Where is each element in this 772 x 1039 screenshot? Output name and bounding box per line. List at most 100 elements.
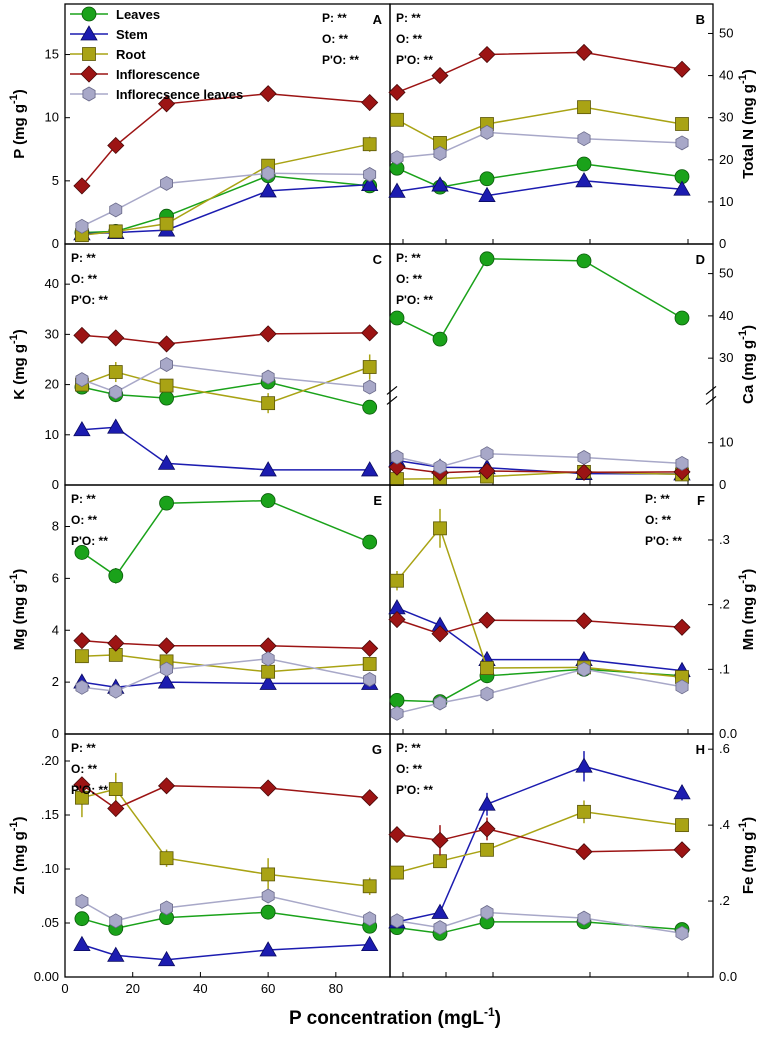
y-tick-label: .6 bbox=[719, 741, 730, 756]
data-point bbox=[478, 820, 496, 838]
series-inflorecsence-leaves bbox=[390, 124, 689, 166]
data-point bbox=[73, 935, 91, 951]
data-point bbox=[360, 461, 379, 477]
data-point bbox=[259, 325, 277, 343]
data-point bbox=[432, 331, 448, 347]
data-point bbox=[390, 150, 404, 166]
y-tick-label: 10 bbox=[45, 110, 59, 125]
legend-marker bbox=[80, 65, 98, 83]
data-point bbox=[480, 124, 494, 140]
data-point bbox=[577, 131, 591, 147]
y-tick-label: 20 bbox=[45, 377, 59, 392]
y-tick-label: 0 bbox=[52, 236, 59, 251]
panel-letter: B bbox=[696, 12, 705, 27]
data-point bbox=[433, 146, 447, 161]
data-point bbox=[390, 913, 404, 929]
data-point bbox=[675, 818, 689, 833]
data-point bbox=[390, 573, 404, 588]
y-tick-label: 0.00 bbox=[34, 969, 59, 984]
x-tick-label: 60 bbox=[261, 981, 275, 996]
data-point bbox=[390, 865, 404, 880]
data-point bbox=[109, 384, 123, 400]
y-tick-label: 30 bbox=[719, 350, 733, 365]
data-point bbox=[360, 935, 379, 951]
data-point bbox=[479, 171, 495, 187]
y-tick-label: 2 bbox=[52, 674, 59, 689]
axis-break-mark bbox=[386, 395, 398, 405]
y-tick-label: 40 bbox=[719, 68, 733, 83]
series-line bbox=[81, 175, 370, 234]
data-point bbox=[675, 679, 689, 695]
data-point bbox=[577, 450, 591, 465]
panel-frame bbox=[64, 733, 391, 978]
data-point bbox=[673, 618, 691, 636]
y-tick-label: .2 bbox=[719, 893, 730, 908]
series-inflorecsence-leaves bbox=[390, 446, 689, 475]
data-point bbox=[157, 673, 176, 689]
series-inflorescence bbox=[73, 632, 379, 657]
data-point bbox=[431, 625, 449, 643]
series-root bbox=[75, 136, 377, 243]
data-point bbox=[361, 93, 379, 112]
data-point bbox=[259, 674, 277, 690]
series-stem bbox=[73, 935, 379, 967]
stat-annotation: P'O: ** bbox=[71, 783, 108, 797]
legend-item-root: Root bbox=[70, 47, 146, 62]
legend: Leaves Stem Root Inflorescence Inflorecsence… bbox=[70, 6, 243, 102]
series-inflorecsence-leaves bbox=[390, 905, 689, 941]
legend-marker bbox=[82, 86, 96, 102]
data-point bbox=[575, 463, 593, 481]
y-axis-label: K (mg g-1) bbox=[8, 329, 28, 400]
panel-letter: G bbox=[372, 742, 382, 757]
y-axis-label: Fe (mg g-1) bbox=[737, 817, 757, 894]
data-point bbox=[388, 826, 406, 844]
data-point bbox=[75, 218, 89, 234]
data-point bbox=[159, 390, 174, 406]
data-point bbox=[480, 905, 494, 920]
data-point bbox=[159, 495, 174, 511]
stat-annotation: P'O: ** bbox=[645, 534, 682, 548]
series-line bbox=[81, 426, 370, 471]
stat-annotation: P'O: ** bbox=[396, 53, 433, 67]
data-point bbox=[362, 399, 378, 415]
data-point bbox=[159, 216, 174, 231]
data-point bbox=[107, 329, 125, 347]
y-tick-label: .3 bbox=[719, 532, 730, 547]
y-tick-label: 15 bbox=[45, 47, 59, 62]
data-point bbox=[107, 946, 125, 962]
data-point bbox=[675, 455, 689, 471]
data-point bbox=[575, 843, 593, 861]
series-inflorescence bbox=[73, 776, 379, 818]
y-tick-label: 0 bbox=[52, 477, 59, 492]
data-point bbox=[363, 672, 377, 687]
panel-letter: A bbox=[373, 12, 383, 27]
series-line bbox=[81, 363, 370, 393]
legend-item-leaves: Leaves bbox=[70, 6, 160, 22]
series-line bbox=[396, 258, 683, 341]
panel-letter: C bbox=[373, 252, 383, 267]
stat-annotation: O: ** bbox=[645, 513, 671, 527]
data-point bbox=[389, 692, 405, 708]
x-tick-label: 0 bbox=[61, 981, 68, 996]
data-point bbox=[261, 396, 276, 411]
data-point bbox=[576, 253, 592, 269]
y-tick-label: 6 bbox=[52, 570, 59, 585]
data-point bbox=[431, 67, 449, 85]
x-tick-label: 40 bbox=[193, 981, 207, 996]
data-point bbox=[431, 176, 449, 192]
series-root bbox=[390, 100, 689, 150]
data-point bbox=[260, 904, 276, 920]
data-point bbox=[259, 182, 277, 198]
y-tick-label: 50 bbox=[719, 25, 733, 40]
data-point bbox=[362, 534, 378, 550]
data-point bbox=[478, 186, 496, 202]
data-point bbox=[675, 117, 689, 131]
series-line bbox=[396, 526, 683, 678]
data-point bbox=[157, 637, 176, 655]
series-line bbox=[81, 143, 370, 236]
stat-annotation: P'O: ** bbox=[71, 534, 108, 548]
y-tick-label: 20 bbox=[719, 152, 733, 167]
data-point bbox=[433, 459, 447, 475]
data-point bbox=[575, 172, 593, 188]
legend-label: Inflorecsence leaves bbox=[116, 87, 243, 102]
